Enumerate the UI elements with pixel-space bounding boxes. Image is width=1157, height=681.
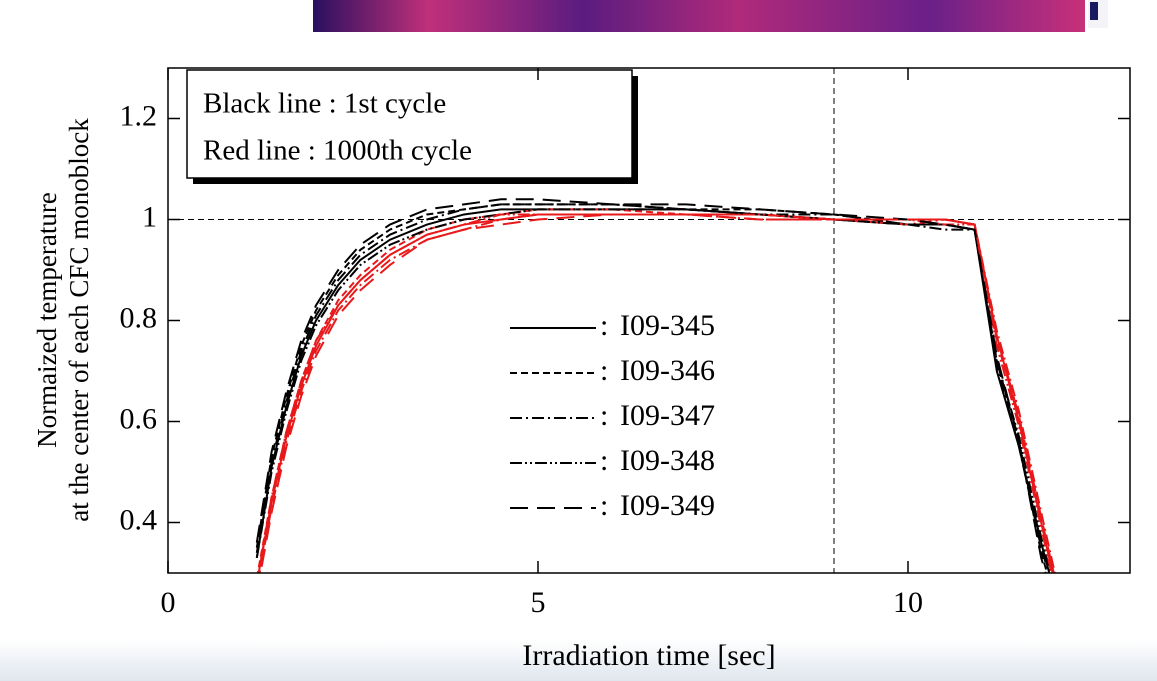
y-tick-label: 1.2: [120, 99, 158, 132]
x-tick-label: 5: [531, 586, 546, 619]
legend-separator: :: [600, 309, 608, 342]
y-axis-label: Normaized temperature: [32, 192, 62, 448]
annotation: Black line : 1st cycle: [203, 88, 446, 120]
legend-label: I09-345: [620, 309, 715, 342]
legend-separator: :: [600, 399, 608, 432]
legend-separator: :: [600, 444, 608, 477]
y-tick-label: 0.8: [120, 301, 158, 334]
x-tick-label: 0: [161, 586, 176, 619]
series-line: [259, 213, 1055, 573]
x-tick-label: 10: [893, 586, 923, 619]
series-line: [255, 198, 1047, 573]
legend-label: I09-349: [620, 489, 715, 522]
y-tick-label: 1: [142, 200, 157, 233]
annotation: Red line : 1000th cycle: [203, 135, 472, 167]
series-line: [257, 213, 1053, 573]
series-line: [258, 213, 1056, 573]
colorbar-swatch: [1090, 2, 1098, 20]
footer-band: [0, 640, 1157, 681]
legend-label: I09-347: [620, 399, 715, 432]
series-line: [255, 203, 1050, 573]
series-group: [255, 198, 1056, 573]
y-tick-label: 0.6: [120, 402, 158, 435]
annotation-box: [186, 69, 633, 179]
legend-label: I09-348: [620, 444, 715, 477]
x-axis-label: Irradiation time [sec]: [522, 639, 775, 672]
heatmap-strip: [313, 0, 1085, 32]
y-axis-label: at the center of each CFC monoblock: [64, 118, 94, 522]
y-tick-label: 0.4: [120, 503, 158, 536]
legend-label: I09-346: [620, 354, 715, 387]
series-line: [255, 208, 1052, 573]
legend-separator: :: [600, 354, 608, 387]
plot-area: [168, 68, 1130, 573]
legend-separator: :: [600, 489, 608, 522]
